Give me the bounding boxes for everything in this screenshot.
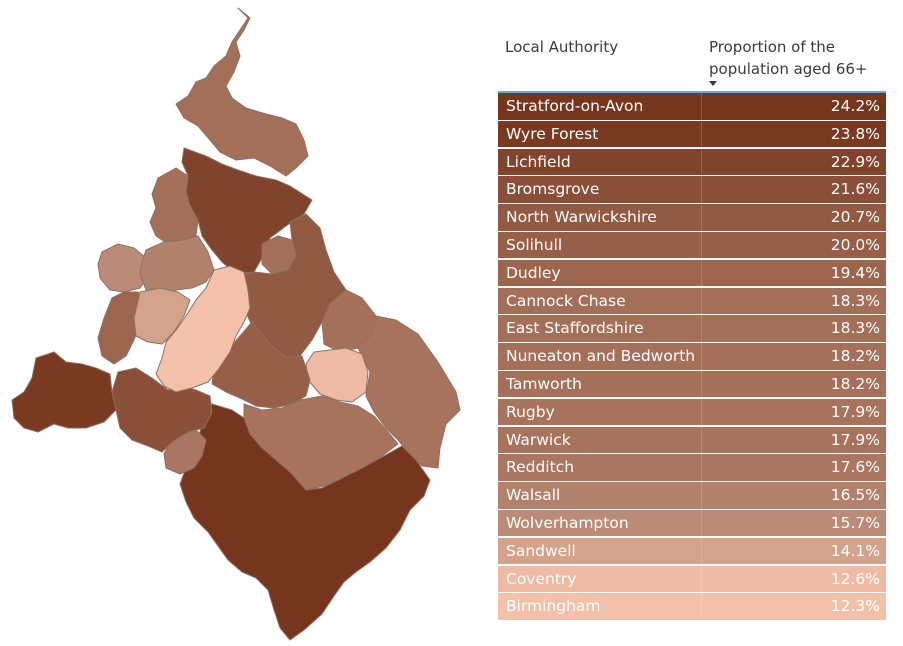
row-authority: Solihull — [506, 235, 563, 254]
row-proportion: 12.6% — [830, 569, 880, 588]
column-divider — [701, 148, 702, 176]
table-row[interactable]: Cannock Chase 18.3% — [498, 287, 886, 315]
table-row[interactable]: Birmingham 12.3% — [498, 593, 886, 620]
table-row[interactable]: Wolverhampton 15.7% — [498, 509, 886, 537]
table-row[interactable]: Dudley 19.4% — [498, 259, 886, 287]
column-divider — [701, 454, 702, 481]
row-authority: Lichfield — [506, 152, 571, 171]
header-divider — [498, 91, 886, 93]
column-header-local-authority[interactable]: Local Authority — [505, 38, 619, 56]
row-authority: Warwick — [506, 430, 571, 449]
sort-descending-icon[interactable] — [709, 81, 717, 86]
table-row[interactable]: Walsall 16.5% — [498, 482, 886, 509]
row-authority: Tamworth — [506, 374, 582, 393]
row-authority: Dudley — [506, 263, 561, 282]
map-region-rugby[interactable] — [357, 315, 461, 469]
data-table: Stratford-on-Avon 24.2% Wyre Forest 23.8% … — [498, 93, 886, 621]
row-proportion: 17.9% — [830, 430, 880, 449]
column-divider — [701, 593, 702, 620]
column-divider — [701, 426, 702, 454]
map-region-dudley[interactable] — [97, 291, 145, 365]
table-row[interactable]: Coventry 12.6% — [498, 565, 886, 593]
map-region-birmingham[interactable] — [155, 265, 251, 393]
column-divider — [701, 120, 702, 148]
table-row[interactable]: North Warwickshire 20.7% — [498, 204, 886, 231]
column-divider — [701, 176, 702, 203]
table-row[interactable]: Redditch 17.6% — [498, 454, 886, 481]
column-divider — [701, 537, 702, 565]
row-proportion: 20.0% — [830, 235, 880, 254]
column-divider — [701, 287, 702, 315]
row-authority: Walsall — [506, 486, 561, 505]
column-divider — [701, 509, 702, 537]
row-proportion: 18.3% — [830, 319, 880, 338]
column-divider — [701, 315, 702, 342]
table-row[interactable]: Stratford-on-Avon 24.2% — [498, 93, 886, 120]
table-row[interactable]: Tamworth 18.2% — [498, 370, 886, 398]
row-authority: Bromsgrove — [506, 180, 600, 199]
row-authority: Stratford-on-Avon — [506, 97, 644, 115]
map-region-coventry[interactable] — [305, 347, 369, 403]
row-proportion: 20.7% — [830, 208, 880, 227]
map-region-walsall[interactable] — [139, 235, 215, 295]
row-authority: East Staffordshire — [506, 319, 644, 338]
column-divider — [701, 370, 702, 398]
row-proportion: 15.7% — [830, 513, 880, 532]
row-proportion: 17.9% — [830, 402, 880, 421]
map-region-stratford-on-avon[interactable] — [179, 403, 431, 641]
row-authority: Wolverhampton — [506, 513, 629, 532]
table-row[interactable]: Bromsgrove 21.6% — [498, 176, 886, 203]
row-proportion: 23.8% — [830, 124, 880, 143]
row-authority: North Warwickshire — [506, 208, 657, 227]
column-divider — [701, 259, 702, 287]
column-divider — [701, 398, 702, 426]
table-row[interactable]: Nuneaton and Bedworth 18.2% — [498, 343, 886, 370]
map-region-wolverhampton[interactable] — [97, 243, 151, 293]
row-proportion: 16.5% — [830, 486, 880, 505]
choropleth-map — [11, 7, 461, 641]
row-authority: Rugby — [506, 402, 555, 421]
map-region-wyre-forest[interactable] — [11, 351, 117, 433]
row-proportion: 24.2% — [830, 97, 880, 115]
table-row[interactable]: Warwick 17.9% — [498, 426, 886, 454]
row-proportion: 22.9% — [830, 152, 880, 171]
row-authority: Redditch — [506, 458, 575, 477]
column-divider — [701, 231, 702, 259]
column-header-proportion[interactable]: Proportion of the population aged 66+ — [709, 38, 868, 78]
row-authority: Birmingham — [506, 597, 601, 616]
column-divider — [701, 343, 702, 370]
row-proportion: 21.6% — [830, 180, 880, 199]
row-authority: Sandwell — [506, 541, 576, 560]
row-proportion: 14.1% — [830, 541, 880, 560]
table-row[interactable]: Lichfield 22.9% — [498, 148, 886, 176]
row-proportion: 17.6% — [830, 458, 880, 477]
row-authority: Wyre Forest — [506, 124, 599, 143]
table-row[interactable]: East Staffordshire 18.3% — [498, 315, 886, 342]
row-authority: Nuneaton and Bedworth — [506, 347, 696, 366]
row-proportion: 18.2% — [830, 374, 880, 393]
column-divider — [701, 93, 702, 120]
table-row[interactable]: Solihull 20.0% — [498, 231, 886, 259]
column-divider — [701, 482, 702, 509]
row-proportion: 19.4% — [830, 263, 880, 282]
row-proportion: 18.2% — [830, 347, 880, 366]
table-row[interactable]: Sandwell 14.1% — [498, 537, 886, 565]
table-row[interactable]: Rugby 17.9% — [498, 398, 886, 426]
column-divider — [701, 565, 702, 593]
row-proportion: 18.3% — [830, 291, 880, 310]
row-authority: Coventry — [506, 569, 577, 588]
column-divider — [701, 204, 702, 231]
map-region-east-staffordshire[interactable] — [175, 7, 309, 177]
row-proportion: 12.3% — [830, 597, 880, 616]
row-authority: Cannock Chase — [506, 291, 626, 310]
table-row[interactable]: Wyre Forest 23.8% — [498, 120, 886, 148]
